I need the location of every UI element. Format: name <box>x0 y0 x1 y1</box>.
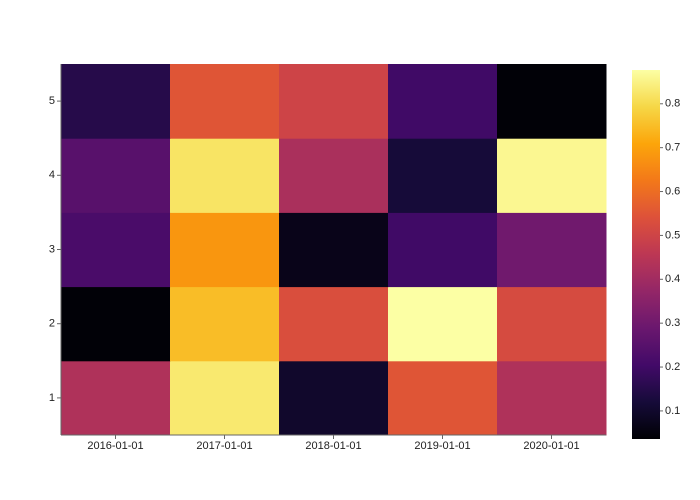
x-tick-label: 2018-01-01 <box>305 440 361 452</box>
y-tick-label: 5 <box>49 95 55 107</box>
heat-cell <box>61 64 171 139</box>
y-tick-label: 3 <box>49 243 55 255</box>
heat-cell <box>497 138 607 213</box>
colorbar-tick-label: 0.3 <box>665 317 680 329</box>
x-tick-label: 2019-01-01 <box>414 440 470 452</box>
heat-cell <box>170 212 280 288</box>
heat-cell <box>61 360 171 436</box>
heat-cell <box>279 138 389 213</box>
heat-cell <box>388 212 498 288</box>
heat-cell <box>388 286 498 362</box>
y-tick-label: 1 <box>49 392 55 404</box>
heat-cell <box>497 286 607 362</box>
y-tick-label: 2 <box>49 318 55 330</box>
heat-cell <box>170 286 280 362</box>
colorbar-tick-label: 0.1 <box>665 405 680 417</box>
colorbar-tick-label: 0.4 <box>665 273 680 285</box>
heat-cell <box>279 64 389 139</box>
colorbar-tick-label: 0.8 <box>665 98 680 110</box>
heat-cell <box>279 212 389 288</box>
heat-cell <box>170 360 280 436</box>
heat-cell <box>170 138 280 213</box>
x-tick-label: 2017-01-01 <box>196 440 252 452</box>
colorbar-tick-label: 0.5 <box>665 229 680 241</box>
heat-cell <box>388 360 498 436</box>
heat-cell <box>279 286 389 362</box>
heat-cell <box>61 286 171 362</box>
x-tick-label: 2020-01-01 <box>523 440 579 452</box>
y-tick-label: 4 <box>49 169 55 181</box>
heat-cell <box>170 64 280 139</box>
heat-cell <box>388 64 498 139</box>
heat-cell <box>497 212 607 288</box>
heat-cell <box>497 360 607 436</box>
heat-cell <box>388 138 498 213</box>
heat-cell <box>497 64 607 139</box>
colorbar-tick-label: 0.6 <box>665 185 680 197</box>
colorbar-tick-label: 0.2 <box>665 361 680 373</box>
heat-cell <box>279 360 389 436</box>
colorbar-tick-label: 0.7 <box>665 142 680 154</box>
heat-cell <box>61 212 171 288</box>
x-tick-label: 2016-01-01 <box>87 440 143 452</box>
colorbar <box>632 70 660 439</box>
heat-cell <box>61 138 171 213</box>
